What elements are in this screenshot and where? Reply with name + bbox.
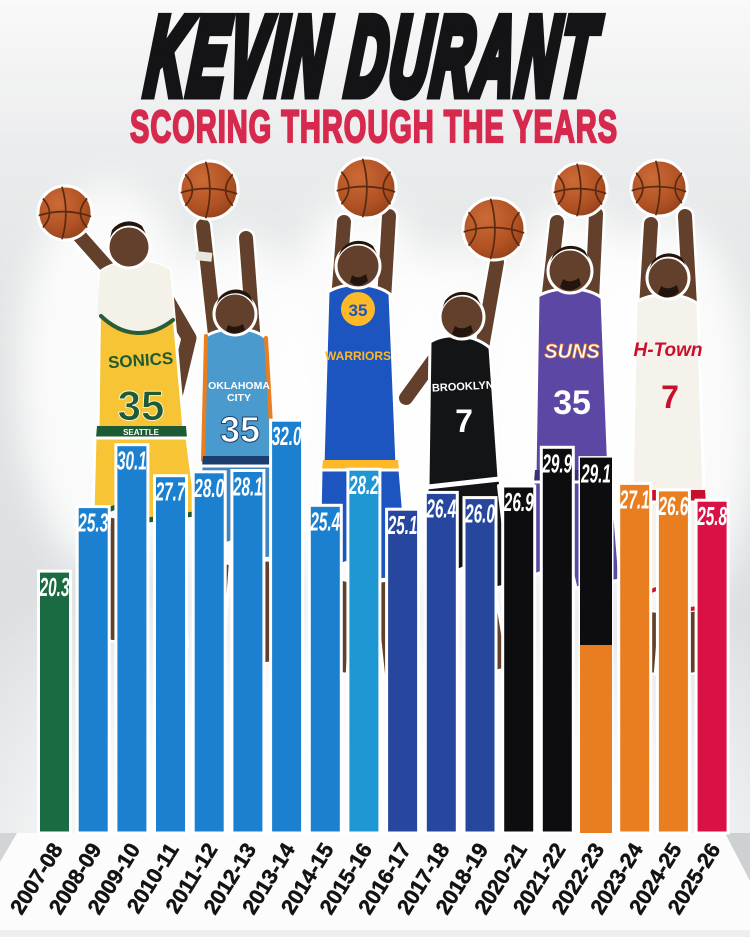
- svg-text:20.3: 20.3: [39, 574, 70, 602]
- svg-text:28.0: 28.0: [194, 475, 225, 503]
- svg-text:SUNS: SUNS: [544, 341, 600, 363]
- svg-text:25.4: 25.4: [310, 508, 341, 536]
- svg-text:26.4: 26.4: [426, 496, 457, 524]
- svg-text:7: 7: [661, 379, 679, 415]
- svg-text:26.9: 26.9: [503, 489, 534, 517]
- svg-text:30.1: 30.1: [117, 448, 147, 476]
- svg-text:CITY: CITY: [227, 392, 251, 404]
- svg-text:KEVIN DURANT: KEVIN DURANT: [141, 0, 605, 118]
- svg-text:26.6: 26.6: [658, 493, 689, 521]
- svg-text:29.9: 29.9: [542, 450, 573, 478]
- svg-text:WARRIORS: WARRIORS: [325, 349, 391, 363]
- svg-text:BROOKLYN: BROOKLYN: [432, 379, 495, 394]
- svg-text:32.0: 32.0: [272, 423, 302, 451]
- svg-text:27.7: 27.7: [155, 479, 186, 507]
- svg-text:27.1: 27.1: [619, 487, 649, 515]
- svg-text:OKLAHOMA: OKLAHOMA: [208, 380, 270, 392]
- svg-text:25.1: 25.1: [387, 512, 417, 540]
- svg-text:35: 35: [118, 382, 165, 429]
- svg-text:26.0: 26.0: [464, 501, 495, 529]
- svg-text:35: 35: [553, 384, 591, 422]
- svg-text:28.2: 28.2: [348, 472, 379, 500]
- svg-text:SEATTLE: SEATTLE: [123, 428, 160, 437]
- svg-text:29.1: 29.1: [580, 461, 610, 489]
- svg-text:SONICS: SONICS: [107, 349, 173, 373]
- svg-text:H-Town: H-Town: [634, 340, 703, 361]
- svg-text:SCORING THROUGH THE YEARS: SCORING THROUGH THE YEARS: [130, 103, 618, 153]
- svg-text:7: 7: [455, 403, 473, 439]
- svg-text:35: 35: [220, 409, 260, 450]
- svg-text:28.1: 28.1: [232, 474, 262, 502]
- svg-text:25.8: 25.8: [696, 503, 727, 531]
- svg-text:35: 35: [349, 301, 368, 320]
- svg-text:25.3: 25.3: [78, 510, 109, 538]
